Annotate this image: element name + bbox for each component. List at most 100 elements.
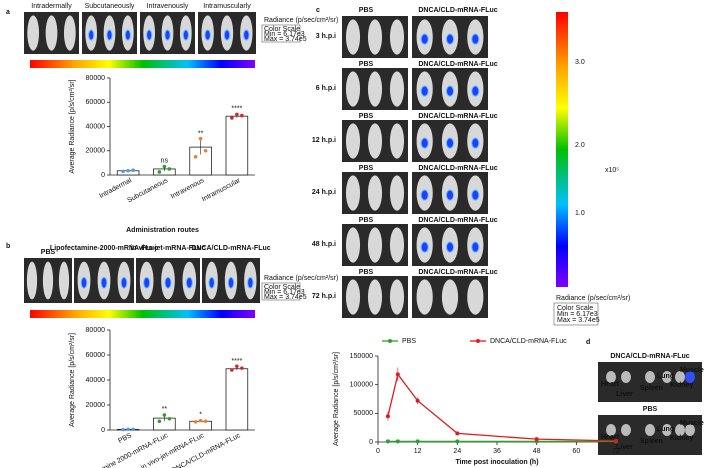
marker xyxy=(385,414,390,419)
mouse xyxy=(367,19,383,55)
marker xyxy=(455,431,460,436)
mouse xyxy=(345,175,361,211)
column-title: DNCA/CLD-mRNA-FLuc xyxy=(418,113,497,120)
organ-label: Kidney xyxy=(670,382,693,389)
mouse xyxy=(367,279,383,315)
signal xyxy=(185,276,193,289)
x-tick-label: Intramuscular xyxy=(201,177,242,203)
color-bar xyxy=(30,60,255,68)
signal xyxy=(420,137,429,149)
signal xyxy=(445,137,455,149)
organ-label: Lung xyxy=(657,373,674,380)
mouse xyxy=(345,227,361,263)
x-axis-label: Administration routes xyxy=(126,227,199,234)
x-tick-label: 72 xyxy=(612,448,620,455)
y-tick-label: 60000 xyxy=(86,352,106,359)
signal xyxy=(88,29,95,41)
scale-box xyxy=(261,24,301,43)
organ-label: Spleen xyxy=(640,438,663,445)
organ-label: Heart xyxy=(601,434,620,441)
data-point xyxy=(167,416,172,421)
mouse xyxy=(367,175,383,211)
y-tick-label: 60000 xyxy=(86,99,106,106)
image-title: Intramuscularly xyxy=(203,3,251,10)
mouse xyxy=(367,123,383,159)
row-label: 6 h.p.i xyxy=(316,85,336,92)
bar xyxy=(225,368,249,431)
signal xyxy=(420,241,429,253)
radiance-label: Radiance (p/sec/cm²/sr) xyxy=(556,295,630,302)
signal xyxy=(164,29,171,41)
marker xyxy=(395,439,400,444)
column-title: DNCA/CLD-mRNA-FLuc xyxy=(418,217,497,224)
mouse xyxy=(27,15,40,51)
scale-box xyxy=(261,282,301,301)
column-title: DNCA/CLD-mRNA-FLuc xyxy=(418,269,497,276)
y-tick-label: 80000 xyxy=(86,75,106,82)
organ xyxy=(606,371,616,383)
y-axis-label: Average Radiance [p/s/cm²/sr] xyxy=(69,333,76,427)
color-scale: Min = 6.17e3 xyxy=(264,31,305,38)
color-scale: Max = 3.74e5 xyxy=(264,36,307,43)
line xyxy=(387,372,617,442)
signal xyxy=(420,33,429,45)
data-point xyxy=(121,169,125,174)
signal xyxy=(471,189,480,201)
data-point xyxy=(230,116,234,120)
panel-label: b xyxy=(6,243,10,250)
y-tick-label: 150000 xyxy=(350,353,373,360)
mouse xyxy=(26,261,38,300)
row-label: 12 h.p.i xyxy=(312,137,336,144)
mouse xyxy=(389,279,405,315)
data-point xyxy=(235,364,239,369)
mouse xyxy=(389,71,405,107)
data-point xyxy=(240,113,244,118)
organ-label: Lung xyxy=(657,426,674,433)
organ-label: Heart xyxy=(601,381,620,388)
bar xyxy=(225,115,249,176)
marker xyxy=(385,439,390,444)
column-title: DNCA/CLD-mRNA-FLuc xyxy=(418,61,497,68)
signal xyxy=(80,276,88,289)
data-point xyxy=(198,418,203,423)
data-point xyxy=(167,167,172,171)
legend-label: DNCA/CLD-mRNA-FLuc xyxy=(490,338,567,345)
marker xyxy=(455,439,460,444)
data-point xyxy=(131,427,135,432)
signal xyxy=(204,29,211,41)
signal xyxy=(106,29,113,41)
column-title: DNCA/CLD-mRNA-FLuc xyxy=(418,7,497,14)
signal xyxy=(146,29,153,41)
data-point xyxy=(157,419,162,424)
mouse xyxy=(389,123,405,159)
column-title: PBS xyxy=(359,113,374,120)
data-point xyxy=(240,366,244,370)
marker xyxy=(614,438,618,443)
data-point xyxy=(126,168,130,173)
mouse xyxy=(367,71,383,107)
organ xyxy=(606,424,616,436)
signal xyxy=(471,137,480,149)
image-title: in vivo jet-mRNA-FLuc xyxy=(130,245,205,252)
data-point xyxy=(203,419,208,424)
organ-label: Spleen xyxy=(640,385,663,392)
panel-label: a xyxy=(6,9,10,16)
marker xyxy=(415,439,420,444)
column-title: PBS xyxy=(359,217,374,224)
signal xyxy=(124,29,131,41)
marker xyxy=(415,398,420,403)
mouse xyxy=(367,227,383,263)
data-point xyxy=(203,148,208,153)
mouse xyxy=(345,279,361,315)
signal xyxy=(227,276,235,289)
mouse xyxy=(416,279,433,315)
mouse xyxy=(345,71,361,107)
column-title: PBS xyxy=(359,165,374,172)
significance: ** xyxy=(162,406,168,413)
mouse xyxy=(42,261,54,300)
data-point xyxy=(157,170,162,174)
organ xyxy=(662,424,672,436)
x-tick-label: 0 xyxy=(376,448,380,455)
colorbar-label: 2.0 xyxy=(575,142,585,149)
